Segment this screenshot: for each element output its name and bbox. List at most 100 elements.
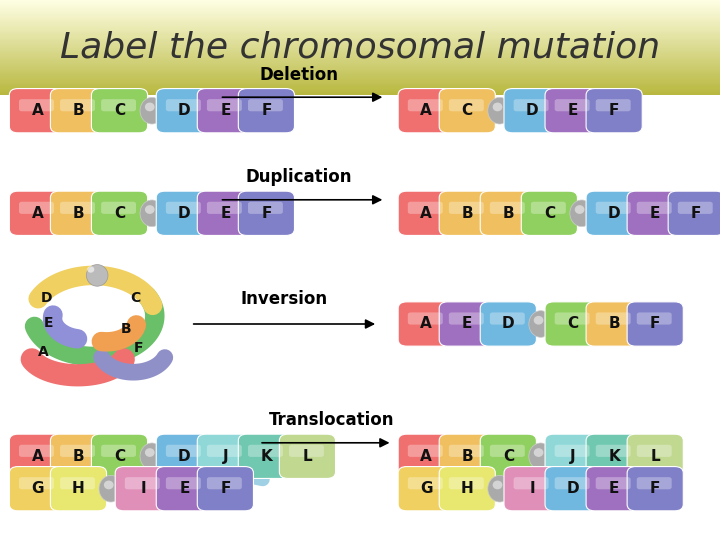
Bar	[0, 63, 720, 64]
Text: C: C	[503, 449, 514, 464]
Bar	[0, 90, 720, 91]
Bar	[0, 68, 720, 69]
Bar	[0, 18, 720, 19]
Text: K: K	[261, 449, 272, 464]
FancyBboxPatch shape	[636, 313, 672, 325]
FancyBboxPatch shape	[125, 477, 160, 489]
FancyBboxPatch shape	[19, 445, 54, 457]
Text: L: L	[650, 449, 660, 464]
FancyBboxPatch shape	[279, 434, 336, 478]
Ellipse shape	[87, 266, 94, 273]
Bar	[0, 76, 720, 77]
Bar	[0, 89, 720, 90]
Bar	[0, 32, 720, 33]
Text: B: B	[73, 449, 84, 464]
Ellipse shape	[104, 481, 114, 489]
Bar	[0, 26, 720, 27]
Text: Duplication: Duplication	[246, 168, 352, 186]
Bar	[0, 91, 720, 92]
Text: D: D	[41, 291, 53, 305]
FancyBboxPatch shape	[207, 99, 242, 111]
Text: E: E	[179, 481, 189, 496]
FancyBboxPatch shape	[207, 445, 242, 457]
FancyBboxPatch shape	[9, 89, 66, 133]
FancyBboxPatch shape	[156, 191, 212, 235]
FancyBboxPatch shape	[627, 467, 683, 511]
FancyBboxPatch shape	[449, 99, 484, 111]
Text: D: D	[608, 206, 621, 221]
FancyBboxPatch shape	[60, 477, 95, 489]
FancyBboxPatch shape	[513, 477, 549, 489]
Bar	[0, 33, 720, 34]
Text: D: D	[502, 316, 515, 332]
FancyBboxPatch shape	[586, 89, 642, 133]
FancyBboxPatch shape	[554, 445, 590, 457]
Text: Inversion: Inversion	[240, 290, 328, 308]
Bar	[0, 7, 720, 8]
Bar	[0, 48, 720, 49]
Text: J: J	[222, 449, 228, 464]
FancyBboxPatch shape	[398, 467, 454, 511]
Text: C: C	[544, 206, 555, 221]
Bar	[0, 53, 720, 55]
Bar	[0, 87, 720, 89]
Bar	[0, 55, 720, 56]
Text: E: E	[609, 481, 619, 496]
Ellipse shape	[528, 310, 553, 338]
Bar	[0, 80, 720, 82]
Text: A: A	[420, 316, 432, 332]
FancyBboxPatch shape	[636, 477, 672, 489]
FancyBboxPatch shape	[449, 313, 484, 325]
FancyBboxPatch shape	[504, 467, 560, 511]
FancyBboxPatch shape	[91, 89, 148, 133]
FancyBboxPatch shape	[166, 99, 201, 111]
Text: G: G	[420, 481, 433, 496]
FancyBboxPatch shape	[554, 313, 590, 325]
Text: I: I	[529, 481, 535, 496]
Text: C: C	[462, 103, 473, 118]
Ellipse shape	[86, 265, 108, 286]
Text: E: E	[462, 316, 472, 332]
Text: Translocation: Translocation	[269, 411, 394, 429]
Bar	[0, 75, 720, 76]
FancyBboxPatch shape	[439, 89, 495, 133]
FancyBboxPatch shape	[248, 445, 283, 457]
Text: B: B	[121, 322, 131, 336]
Ellipse shape	[528, 443, 553, 470]
Bar	[0, 70, 720, 71]
Bar	[0, 79, 720, 80]
Text: F: F	[650, 316, 660, 332]
Bar	[0, 17, 720, 18]
Bar	[0, 93, 720, 94]
Ellipse shape	[492, 481, 503, 489]
Bar	[0, 23, 720, 24]
FancyBboxPatch shape	[531, 202, 566, 214]
Text: H: H	[72, 481, 85, 496]
FancyBboxPatch shape	[166, 445, 201, 457]
FancyBboxPatch shape	[91, 191, 148, 235]
Ellipse shape	[140, 200, 164, 227]
Text: C: C	[567, 316, 579, 332]
FancyBboxPatch shape	[586, 467, 642, 511]
Bar	[0, 45, 720, 46]
Text: L: L	[302, 449, 312, 464]
Text: Deletion: Deletion	[259, 66, 338, 84]
FancyBboxPatch shape	[408, 313, 443, 325]
FancyBboxPatch shape	[19, 202, 54, 214]
FancyBboxPatch shape	[408, 445, 443, 457]
Ellipse shape	[575, 205, 585, 214]
FancyBboxPatch shape	[398, 191, 454, 235]
FancyBboxPatch shape	[586, 302, 642, 346]
FancyBboxPatch shape	[480, 434, 536, 478]
Text: C: C	[130, 291, 140, 305]
FancyBboxPatch shape	[398, 434, 454, 478]
Bar	[0, 43, 720, 44]
FancyBboxPatch shape	[449, 445, 484, 457]
Ellipse shape	[488, 475, 512, 502]
FancyBboxPatch shape	[595, 477, 631, 489]
FancyBboxPatch shape	[408, 202, 443, 214]
FancyBboxPatch shape	[398, 89, 454, 133]
FancyBboxPatch shape	[521, 191, 577, 235]
Text: D: D	[178, 449, 191, 464]
FancyBboxPatch shape	[166, 477, 201, 489]
